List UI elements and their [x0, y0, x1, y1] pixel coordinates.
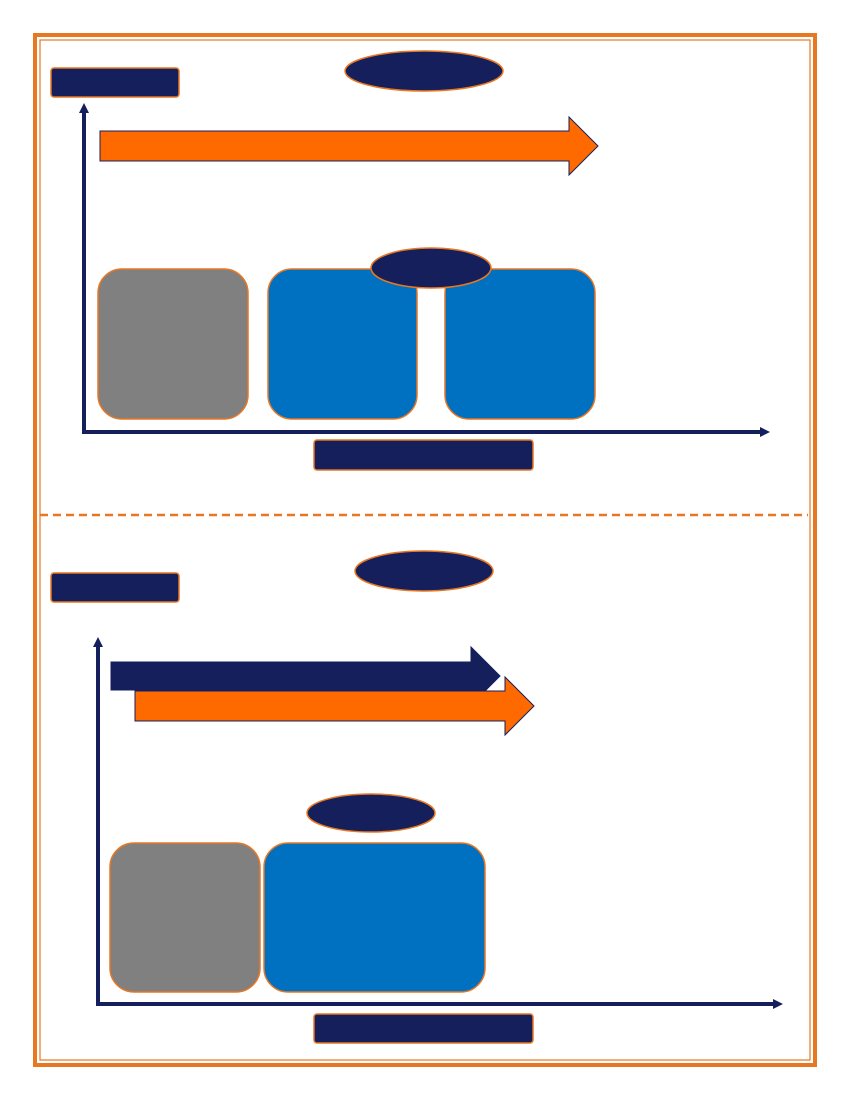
orange-timeline-arrow — [99, 115, 599, 177]
block-oval — [306, 793, 436, 833]
blue-block-2 — [444, 268, 596, 420]
gray-block — [97, 268, 249, 420]
y-axis-label-box — [50, 572, 180, 603]
gap-oval — [370, 247, 492, 289]
outer-frame — [33, 33, 817, 1067]
x-axis-label-box — [313, 1013, 534, 1044]
inner-frame — [39, 39, 811, 1061]
title-oval — [344, 50, 504, 92]
blue-block-wide — [263, 842, 486, 993]
title-oval — [354, 550, 494, 592]
gray-block — [109, 842, 261, 993]
bottom-panel — [50, 550, 783, 1044]
top-panel — [50, 50, 770, 471]
orange-timeline-arrow — [134, 675, 535, 737]
blue-block-1 — [267, 268, 418, 420]
y-axis-label-box — [50, 67, 180, 98]
x-axis-label-box — [313, 439, 534, 471]
